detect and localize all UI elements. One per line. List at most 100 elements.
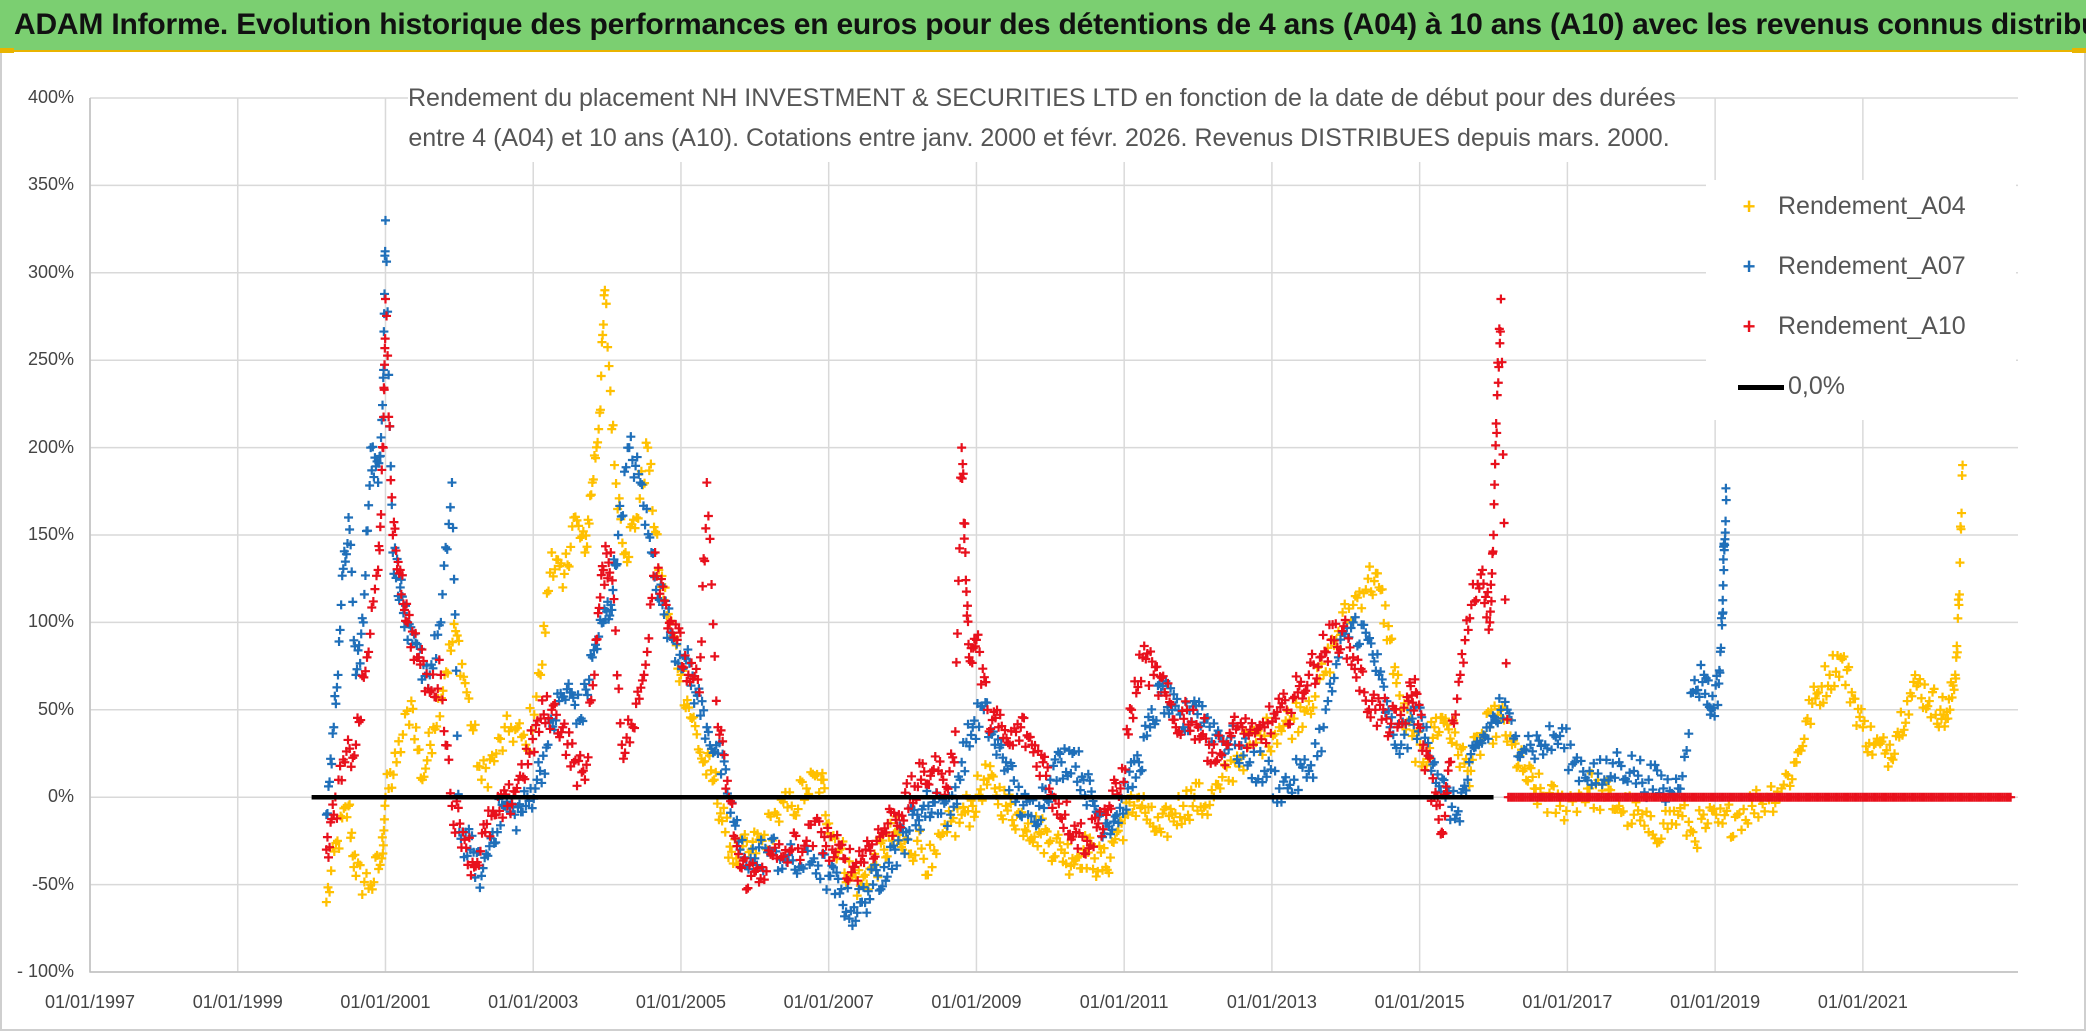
data-point (952, 799, 962, 809)
data-point (661, 600, 671, 610)
data-point (584, 519, 594, 529)
data-point (450, 828, 460, 838)
data-point (437, 695, 447, 705)
data-point (732, 841, 742, 851)
data-point (957, 443, 967, 453)
data-point (1523, 731, 1533, 741)
data-point (1166, 699, 1176, 709)
legend-item-a04: + Rendement_A04 (1736, 192, 1966, 221)
data-point (990, 783, 1000, 793)
data-point (1453, 806, 1463, 816)
data-point (1437, 774, 1447, 784)
data-point (1485, 607, 1495, 617)
data-point (1020, 824, 1030, 834)
data-point (783, 802, 793, 812)
data-point (703, 727, 713, 737)
data-point (1276, 726, 1286, 736)
data-point (604, 558, 614, 568)
data-point (797, 777, 807, 787)
data-point (1194, 778, 1204, 788)
data-point (1739, 804, 1749, 814)
data-point (639, 670, 649, 680)
data-point (367, 603, 377, 613)
data-point (733, 849, 743, 859)
data-point (1690, 675, 1700, 685)
data-point (480, 827, 490, 837)
data-point (1272, 707, 1282, 717)
data-point (871, 865, 881, 875)
data-point (1214, 730, 1224, 740)
data-point (535, 766, 545, 776)
data-point (330, 691, 340, 701)
data-point (627, 455, 637, 465)
data-point (452, 731, 462, 741)
data-point (1855, 712, 1865, 722)
data-point (679, 662, 689, 672)
data-point (840, 911, 850, 921)
data-point (976, 784, 986, 794)
data-point (1407, 714, 1417, 724)
data-point (604, 361, 614, 371)
data-point (849, 902, 859, 912)
data-point (1337, 626, 1347, 636)
data-point (583, 690, 593, 700)
data-point (1867, 750, 1877, 760)
data-point (367, 884, 377, 894)
data-point (1400, 718, 1410, 728)
data-point (1834, 672, 1844, 682)
data-point (929, 764, 939, 774)
data-point (650, 547, 660, 557)
data-point (1188, 801, 1198, 811)
data-point (642, 647, 652, 657)
data-point (1352, 593, 1362, 603)
x-tick-label: 01/01/2001 (340, 992, 431, 1012)
data-point (1951, 674, 1961, 684)
data-point (1866, 722, 1876, 732)
data-point (1606, 771, 1616, 781)
data-point (1463, 625, 1473, 635)
data-point (1197, 701, 1207, 711)
data-point (979, 672, 989, 682)
data-point (965, 741, 975, 751)
data-point (1060, 744, 1070, 754)
data-point (752, 863, 762, 873)
data-point (600, 285, 610, 295)
data-point (360, 570, 370, 580)
data-point (888, 831, 898, 841)
y-tick-label: -50% (31, 873, 74, 894)
data-point (792, 868, 802, 878)
data-point (1483, 734, 1493, 744)
data-point (1551, 732, 1561, 742)
data-point (1385, 727, 1395, 737)
data-point (1139, 641, 1149, 651)
data-point (1036, 815, 1046, 825)
data-point (411, 722, 421, 732)
data-point (347, 828, 357, 838)
data-point (1048, 852, 1058, 862)
data-point (1500, 595, 1510, 605)
data-point (1513, 761, 1523, 771)
data-point (969, 812, 979, 822)
data-point (1266, 746, 1276, 756)
data-point (1156, 827, 1166, 837)
data-point (1075, 785, 1085, 795)
data-point (1281, 772, 1291, 782)
data-point (1694, 692, 1704, 702)
data-point (1172, 820, 1182, 830)
legend-marker-a07: + (1742, 254, 1756, 280)
data-point (572, 515, 582, 525)
data-point (1298, 693, 1308, 703)
data-point (433, 630, 443, 640)
data-point (1228, 776, 1238, 786)
data-point (1410, 674, 1420, 684)
data-point (1170, 808, 1180, 818)
data-point (342, 812, 352, 822)
data-point (759, 875, 769, 885)
data-point (1555, 731, 1565, 741)
data-point (1064, 869, 1074, 879)
data-point (824, 856, 834, 866)
data-point (1495, 338, 1505, 348)
data-point (711, 696, 721, 706)
data-point (1043, 762, 1053, 772)
data-point (1502, 714, 1512, 724)
